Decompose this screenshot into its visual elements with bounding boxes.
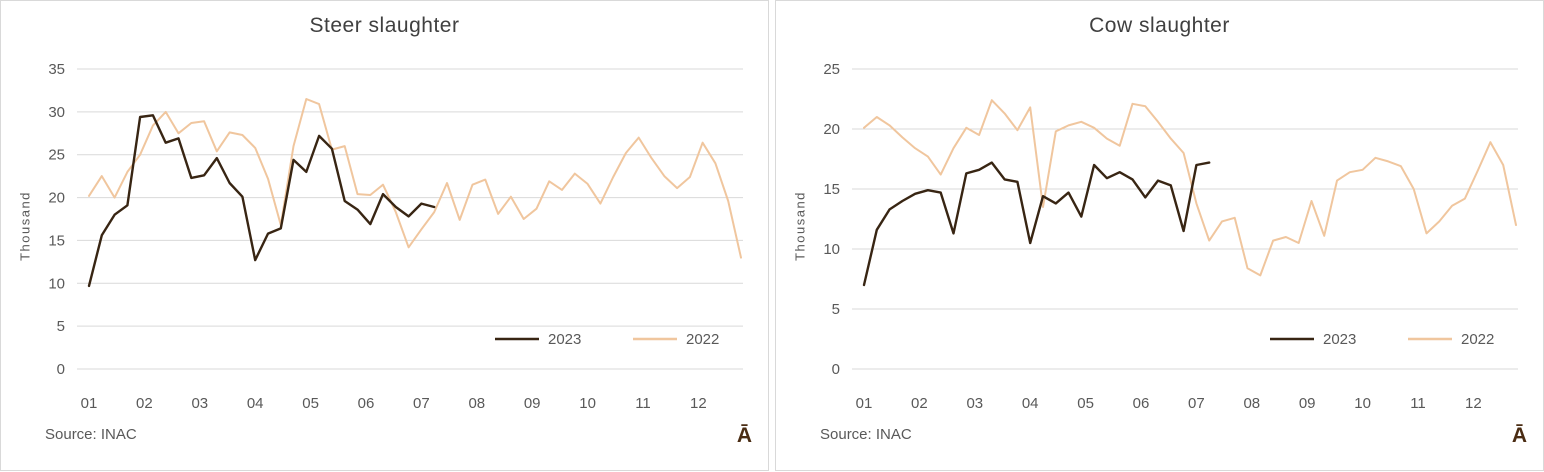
x-tick-label: 05 <box>302 395 319 412</box>
y-tick-label: 25 <box>823 61 840 78</box>
source-note: Source: INAC <box>45 426 137 443</box>
legend-label: 2022 <box>1461 331 1494 348</box>
chart-panel-steer: Steer slaughter Thousand 0 5 10 15 20 25 30 35 0… <box>0 0 769 471</box>
x-tick-label: 03 <box>966 395 983 412</box>
y-tick-label: 15 <box>823 181 840 198</box>
x-tick-label: 02 <box>136 395 153 412</box>
x-tick-label: 02 <box>911 395 928 412</box>
y-tick-label: 20 <box>823 121 840 138</box>
x-tick-label: 01 <box>81 395 98 412</box>
x-tick-label: 04 <box>1022 395 1039 412</box>
x-tick-label: 07 <box>1188 395 1205 412</box>
x-tick-label: 11 <box>1410 395 1426 412</box>
x-tick-label: 06 <box>1133 395 1150 412</box>
legend-item-2022: 2022 <box>1408 331 1494 348</box>
x-tick-label: 03 <box>191 395 208 412</box>
chart-title: Cow slaughter <box>1089 14 1230 37</box>
x-tick-label: 01 <box>856 395 873 412</box>
series-line-2022 <box>863 99 1517 277</box>
chart-title: Steer slaughter <box>309 14 460 37</box>
y-tick-label: 30 <box>48 104 65 121</box>
y-tick-label: 15 <box>48 232 65 249</box>
x-tick-label: 12 <box>690 395 707 412</box>
legend-item-2023: 2023 <box>1270 331 1356 348</box>
legend-label: 2023 <box>548 331 581 348</box>
legend-item-2023: 2023 <box>495 331 581 348</box>
x-tick-label: 06 <box>358 395 375 412</box>
x-tick-label: 10 <box>579 395 596 412</box>
y-tick-label: 20 <box>48 190 65 207</box>
chart-panel-cow: Cow slaughter Thousand 0 5 10 15 20 25 01 02 03 0… <box>775 0 1544 471</box>
source-note: Source: INAC <box>820 426 912 443</box>
x-tick-label: 09 <box>1299 395 1316 412</box>
y-tick-label: 10 <box>48 275 65 292</box>
x-tick-label: 10 <box>1354 395 1371 412</box>
y-tick-label: 35 <box>48 61 65 78</box>
legend-item-2022: 2022 <box>633 331 719 348</box>
y-tick-label: 10 <box>823 241 840 258</box>
y-tick-label: 0 <box>832 361 840 378</box>
series-line-2023 <box>87 114 436 288</box>
watermark-letter: Ā <box>1511 424 1527 447</box>
x-tick-label: 05 <box>1077 395 1094 412</box>
x-tick-label: 09 <box>524 395 541 412</box>
legend-label: 2022 <box>686 331 719 348</box>
y-tick-label: 25 <box>48 147 65 164</box>
x-tick-label: 12 <box>1465 395 1482 412</box>
y-tick-label: 5 <box>57 318 65 335</box>
x-tick-label: 08 <box>468 395 485 412</box>
legend-label: 2023 <box>1323 331 1356 348</box>
series-line-2023 <box>862 161 1211 287</box>
watermark-letter: Ā <box>736 424 752 447</box>
series-line-2022 <box>88 98 742 259</box>
x-tick-label: 07 <box>413 395 430 412</box>
x-tick-label: 04 <box>247 395 264 412</box>
y-tick-label: 0 <box>57 361 65 378</box>
y-tick-label: 5 <box>832 301 840 318</box>
x-tick-label: 11 <box>635 395 651 412</box>
x-tick-label: 08 <box>1243 395 1260 412</box>
